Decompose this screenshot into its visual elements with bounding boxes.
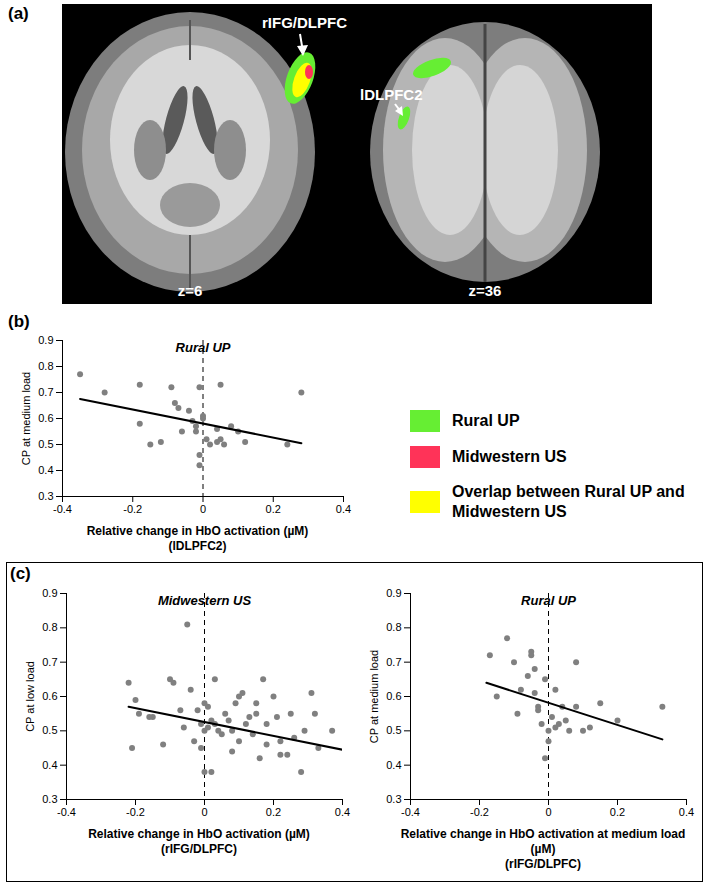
svg-text:0.7: 0.7 [386, 656, 401, 668]
svg-text:0.2: 0.2 [266, 503, 281, 515]
html-text:(a): (a) [8, 4, 29, 23]
svg-text:0.4: 0.4 [336, 503, 351, 515]
svg-text:Rural UP: Rural UP [176, 340, 231, 355]
html-text:Rural UP: Rural UP [452, 412, 520, 429]
html-text:Midwestern US: Midwestern US [452, 448, 567, 465]
svg-text:0.8: 0.8 [386, 621, 401, 633]
svg-text:0.4: 0.4 [38, 464, 53, 476]
svg-text:-0.4: -0.4 [53, 503, 72, 515]
svg-text:-0.4: -0.4 [401, 806, 420, 818]
html-text:Overlap between Rural UP and M: Overlap between Rural UP and Midwestern … [452, 483, 685, 520]
svg-text:0.6: 0.6 [386, 690, 401, 702]
svg-text:0.2: 0.2 [610, 806, 625, 818]
svg-text:0.3: 0.3 [38, 490, 53, 502]
svg-text:0.5: 0.5 [38, 438, 53, 450]
svg-text:-0.4: -0.4 [57, 806, 76, 818]
svg-text:-0.2: -0.2 [123, 503, 142, 515]
html-text:(b): (b) [8, 312, 30, 331]
svg-text:0.4: 0.4 [386, 759, 401, 771]
svg-text:0.6: 0.6 [42, 690, 57, 702]
svg-text:0.3: 0.3 [386, 793, 401, 805]
svg-text:0.8: 0.8 [38, 360, 53, 372]
svg-text:-0.2: -0.2 [126, 806, 145, 818]
html-text:(rIFG/DLPFC): (rIFG/DLPFC) [505, 857, 581, 871]
svg-text:0.5: 0.5 [386, 724, 401, 736]
svg-text:0.3: 0.3 [42, 793, 57, 805]
svg-text:CP at low load: CP at low load [24, 661, 36, 732]
svg-text:0: 0 [200, 503, 206, 515]
svg-text:0.4: 0.4 [335, 806, 350, 818]
svg-text:0: 0 [201, 806, 207, 818]
html-text:Relative change in HbO activat: Relative change in HbO activation (µM) [88, 827, 310, 841]
svg-text:z=6: z=6 [178, 282, 203, 299]
svg-text:lDLPFC2: lDLPFC2 [360, 86, 423, 103]
svg-text:rIFG/DLPFC: rIFG/DLPFC [262, 14, 347, 31]
svg-text:CP at medium load: CP at medium load [368, 650, 380, 743]
svg-text:Rural UP: Rural UP [521, 593, 576, 608]
svg-text:0: 0 [545, 806, 551, 818]
html-text:(lDLPFC2): (lDLPFC2) [168, 539, 227, 553]
svg-text:0.6: 0.6 [38, 412, 53, 424]
svg-text:Midwestern US: Midwestern US [158, 593, 252, 608]
svg-text:0.2: 0.2 [266, 806, 281, 818]
svg-text:0.9: 0.9 [38, 334, 53, 346]
html-text:(rIFG/DLPFC): (rIFG/DLPFC) [161, 842, 237, 856]
svg-text:z=36: z=36 [469, 282, 502, 299]
html-text:Relative change in HbO activat: Relative change in HbO activation (µM) [86, 524, 309, 538]
svg-text:0.4: 0.4 [42, 759, 57, 771]
svg-text:0.4: 0.4 [679, 806, 694, 818]
svg-text:0.8: 0.8 [42, 621, 57, 633]
svg-text:0.5: 0.5 [42, 724, 57, 736]
svg-text:0.9: 0.9 [386, 587, 401, 599]
svg-text:-0.2: -0.2 [470, 806, 489, 818]
svg-text:0.9: 0.9 [42, 587, 57, 599]
svg-text:0.7: 0.7 [38, 386, 53, 398]
svg-text:CP at medium load: CP at medium load [20, 372, 32, 465]
html-text:Relative change in HbO activat: Relative change in HbO activation at med… [400, 827, 686, 856]
svg-text:0.7: 0.7 [42, 656, 57, 668]
html-text:(c): (c) [10, 564, 31, 583]
